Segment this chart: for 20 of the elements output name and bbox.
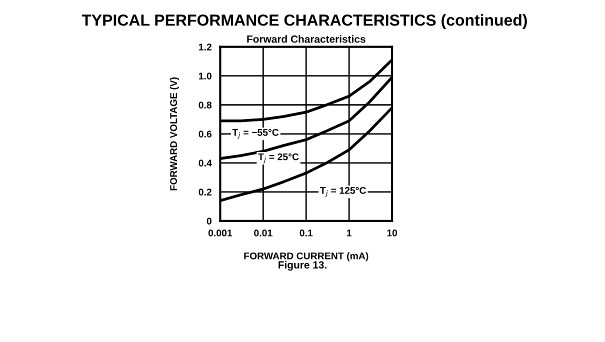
y-tick-label: 0.4 (198, 160, 212, 167)
y-tick-label: 1.2 (198, 44, 212, 50)
series-label: T$_{j}$ = 25°C (258, 153, 299, 164)
chart-title: TYPICAL PERFORMANCE CHARACTERISTICS (continued) (82, 14, 527, 29)
y-tick-label: 0 (206, 218, 212, 225)
x-tick-label: 0.01 (254, 230, 272, 236)
x-tick-label: 1 (346, 230, 352, 236)
y-axis-title: FORWARD VOLTAGE (V) (170, 77, 179, 190)
y-tick-label: 0.8 (198, 102, 212, 108)
x-axis-title: FORWARD CURRENT (mA) (244, 252, 368, 262)
x-tick-label: 0.1 (300, 230, 313, 236)
y-tick-label: 0.2 (198, 188, 212, 196)
y-tick-label: 1.0 (198, 72, 212, 80)
y-tick-label: 0.6 (198, 130, 212, 138)
x-tick-label: 0.001 (208, 230, 232, 236)
chart-subtitle: Forward Characteristics (247, 35, 366, 43)
series-label: T$_{j}$ = −55°C (232, 128, 279, 139)
caption: Figure 13. (278, 260, 326, 271)
x-tick-label: 10 (387, 230, 398, 236)
series-label: T$_{j}$ = 125°C (320, 187, 366, 197)
